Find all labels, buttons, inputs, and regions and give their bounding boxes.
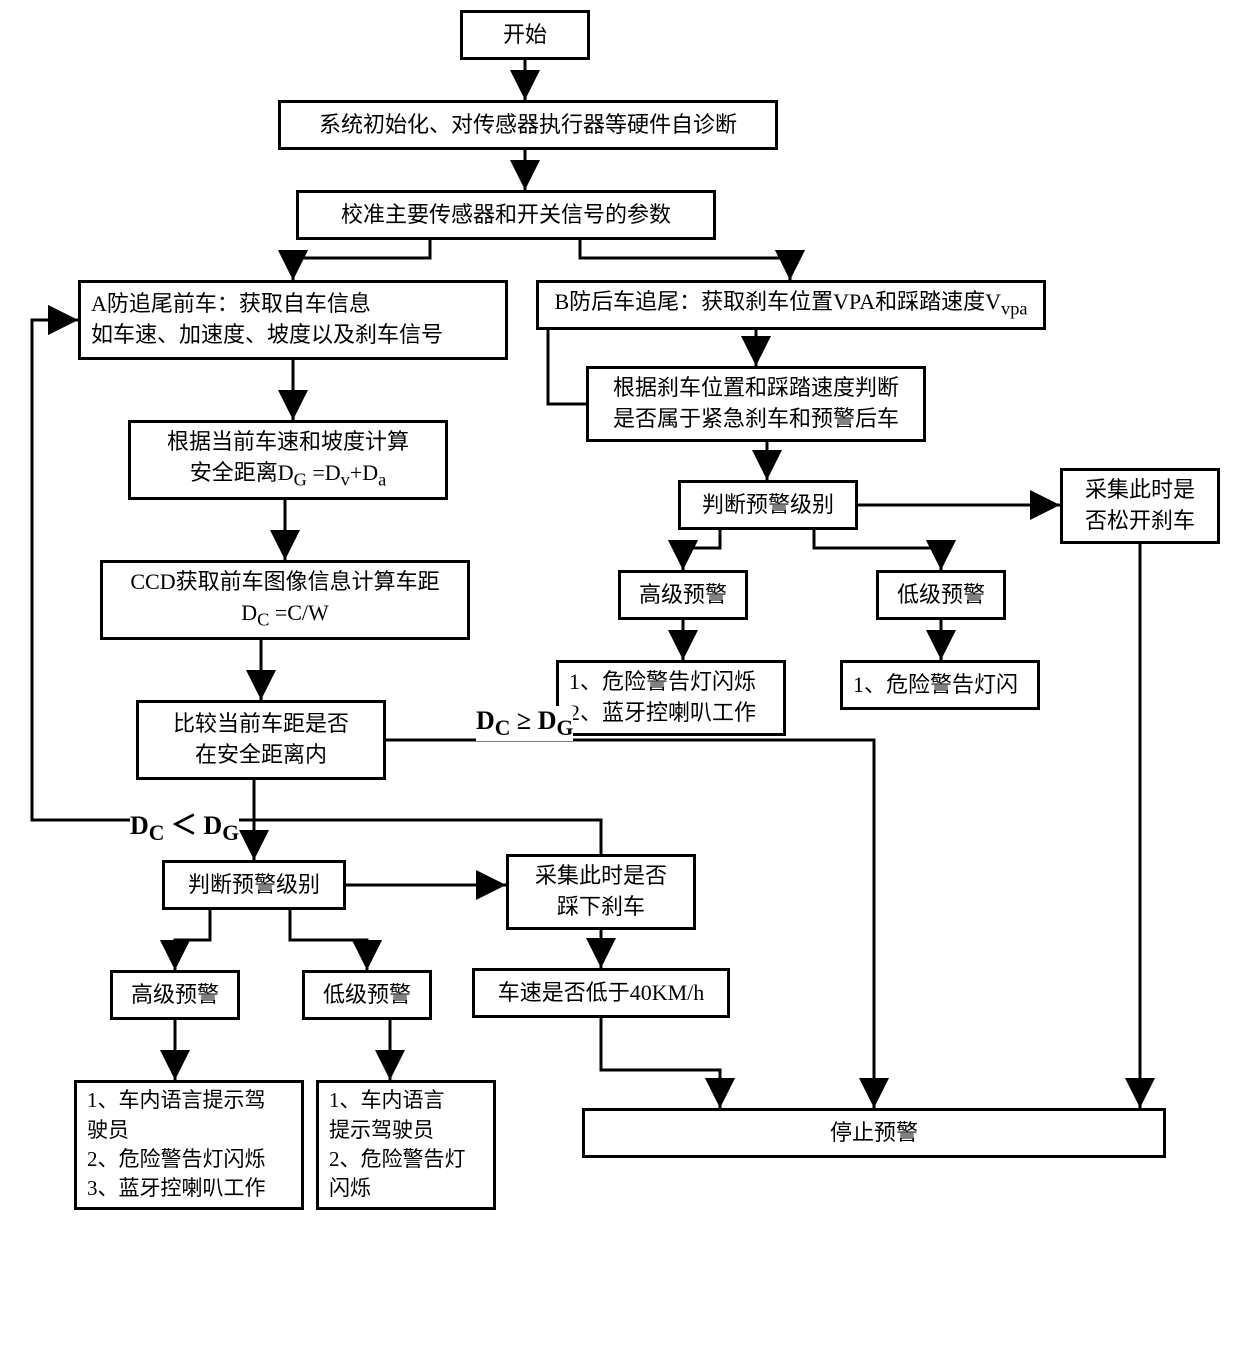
node-text: 校准主要传感器和开关信号的参数 [341, 200, 671, 231]
node-text: 判断预警级别 [702, 490, 834, 521]
node-text: B防后车追尾：获取刹车位置VPA和踩踏速度Vvpa [554, 287, 1027, 322]
node-a-low: 低级预警 [302, 970, 432, 1020]
label-dc-lt-dg: DC ＜ DG [130, 805, 239, 846]
node-b-get: B防后车追尾：获取刹车位置VPA和踩踏速度Vvpa [536, 280, 1046, 330]
node-text: 车速是否低于40KM/h [498, 978, 705, 1009]
node-start: 开始 [460, 10, 590, 60]
label-dc-ge-dg: DC ≥ DG [476, 706, 573, 741]
node-stop: 停止预警 [582, 1108, 1166, 1158]
node-text: 根据刹车位置和踩踏速度判断 是否属于紧急刹车和预警后车 [613, 373, 899, 435]
node-text: 采集此时是否 踩下刹车 [535, 861, 667, 923]
node-b-low-act: 1、危险警告灯闪 [840, 660, 1040, 710]
node-b-high-act: 1、危险警告灯闪烁 2、蓝牙控喇叭工作 [556, 660, 786, 736]
node-a-safe: 根据当前车速和坡度计算安全距离DG =Dv+Da [128, 420, 448, 500]
node-text: 低级预警 [897, 580, 985, 611]
node-text: 低级预警 [323, 980, 411, 1011]
node-text: 高级预警 [131, 980, 219, 1011]
node-b-release: 采集此时是 否松开刹车 [1060, 468, 1220, 544]
node-a-brake: 采集此时是否 踩下刹车 [506, 854, 696, 930]
node-text: CCD获取前车图像信息计算车距DC =C/W [130, 567, 439, 633]
node-text: A防追尾前车：获取自车信息 如车速、加速度、坡度以及刹车信号 [91, 289, 443, 351]
node-a-low-act: 1、车内语言 提示驾驶员 2、危险警告灯 闪烁 [316, 1080, 496, 1210]
node-text: 高级预警 [639, 580, 727, 611]
node-b-judge: 根据刹车位置和踩踏速度判断 是否属于紧急刹车和预警后车 [586, 366, 926, 442]
node-text: 开始 [503, 20, 547, 51]
node-text: 系统初始化、对传感器执行器等硬件自诊断 [319, 110, 737, 141]
node-a-speed: 车速是否低于40KM/h [472, 968, 730, 1018]
node-text: 1、车内语言 提示驾驶员 2、危险警告灯 闪烁 [329, 1086, 466, 1204]
node-text: 根据当前车速和坡度计算安全距离DG =Dv+Da [167, 427, 409, 493]
node-b-level: 判断预警级别 [678, 480, 858, 530]
node-b-high: 高级预警 [618, 570, 748, 620]
node-text: 1、危险警告灯闪烁 2、蓝牙控喇叭工作 [569, 667, 756, 729]
node-calib: 校准主要传感器和开关信号的参数 [296, 190, 716, 240]
node-text: 采集此时是 否松开刹车 [1085, 475, 1195, 537]
node-text: 判断预警级别 [188, 870, 320, 901]
node-a-high-act: 1、车内语言提示驾 驶员 2、危险警告灯闪烁 3、蓝牙控喇叭工作 [74, 1080, 304, 1210]
node-a-get: A防追尾前车：获取自车信息 如车速、加速度、坡度以及刹车信号 [78, 280, 508, 360]
node-a-compare: 比较当前车距是否 在安全距离内 [136, 700, 386, 780]
node-init: 系统初始化、对传感器执行器等硬件自诊断 [278, 100, 778, 150]
node-a-ccd: CCD获取前车图像信息计算车距DC =C/W [100, 560, 470, 640]
node-text: 1、危险警告灯闪 [853, 670, 1018, 701]
node-a-high: 高级预警 [110, 970, 240, 1020]
node-text: 1、车内语言提示驾 驶员 2、危险警告灯闪烁 3、蓝牙控喇叭工作 [87, 1086, 266, 1204]
node-a-level: 判断预警级别 [162, 860, 346, 910]
node-text: 停止预警 [830, 1118, 918, 1149]
node-text: 比较当前车距是否 在安全距离内 [173, 709, 349, 771]
node-b-low: 低级预警 [876, 570, 1006, 620]
